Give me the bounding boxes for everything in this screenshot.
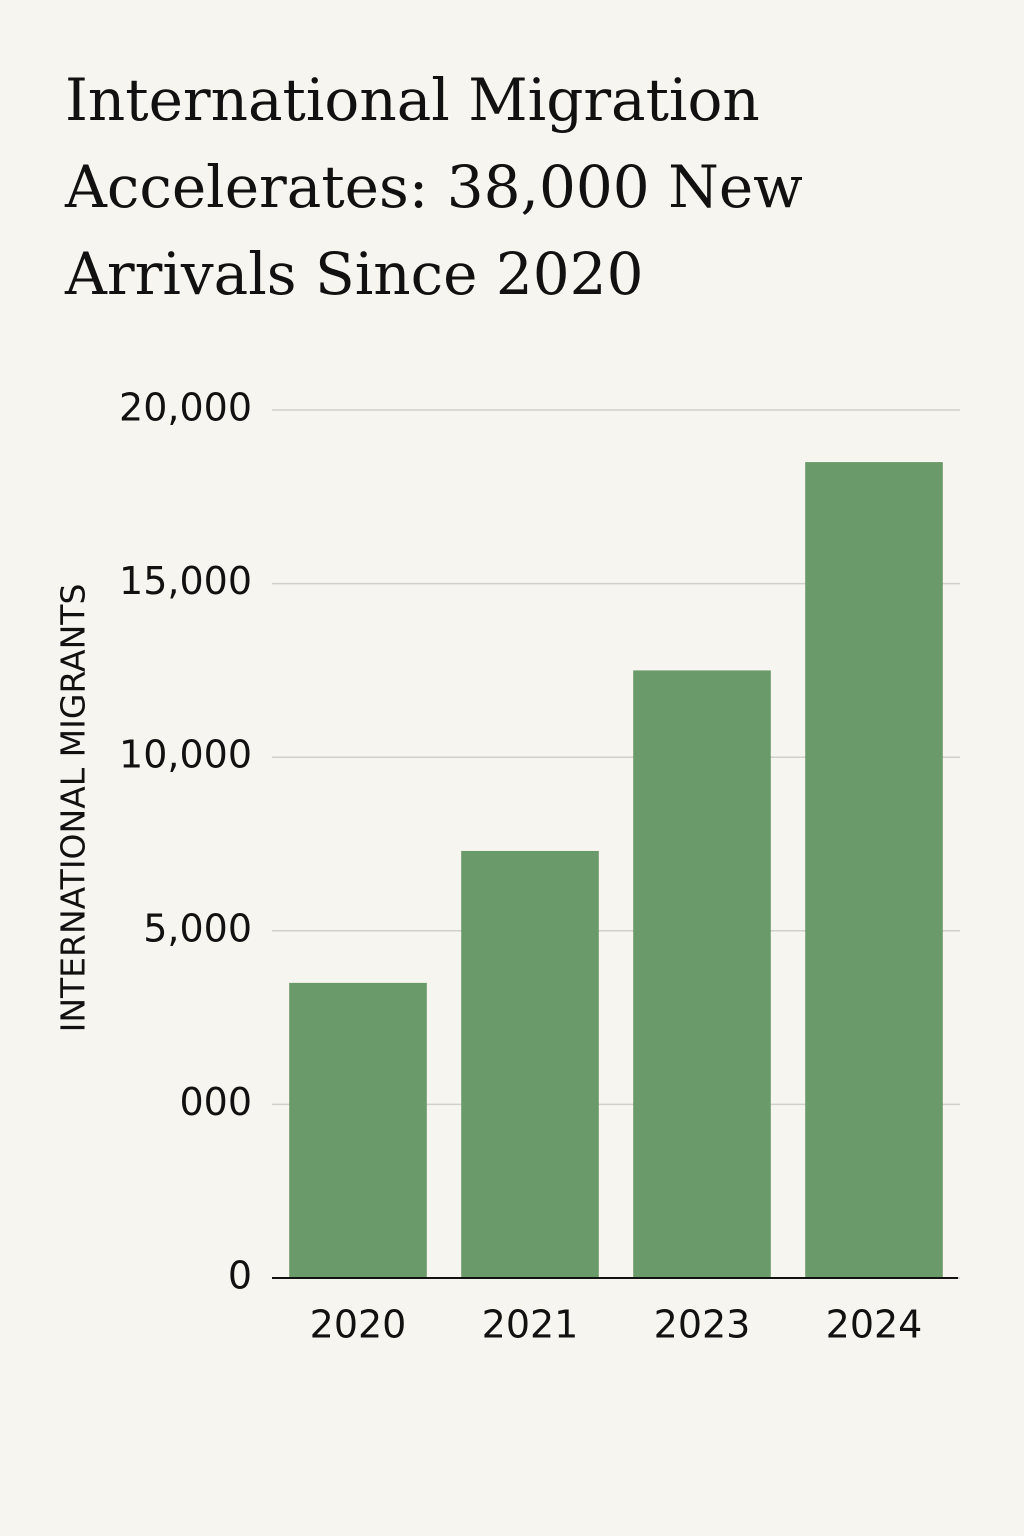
y-axis-label: INTERNATIONAL MIGRANTS: [54, 584, 93, 1033]
x-tick-label: 2023: [654, 1303, 751, 1347]
y-tick-label: 20,000: [119, 386, 252, 430]
bar: [805, 462, 943, 1279]
chart-title: International Migration: [65, 66, 760, 134]
chart-title: Accelerates: 38,000 New: [64, 153, 803, 221]
bar: [633, 670, 771, 1278]
bar: [461, 850, 599, 1278]
y-tick-label: 000: [179, 1080, 252, 1124]
y-tick-label: 15,000: [119, 559, 252, 603]
y-tick-label: 0: [228, 1254, 252, 1298]
chart-title: Arrivals Since 2020: [64, 240, 643, 308]
x-tick-label: 2024: [826, 1303, 923, 1347]
x-tick-label: 2021: [482, 1303, 579, 1347]
y-tick-label: 5,000: [143, 906, 252, 950]
y-tick-label: 10,000: [119, 733, 252, 777]
x-tick-label: 2020: [310, 1303, 407, 1347]
bar: [289, 982, 427, 1278]
